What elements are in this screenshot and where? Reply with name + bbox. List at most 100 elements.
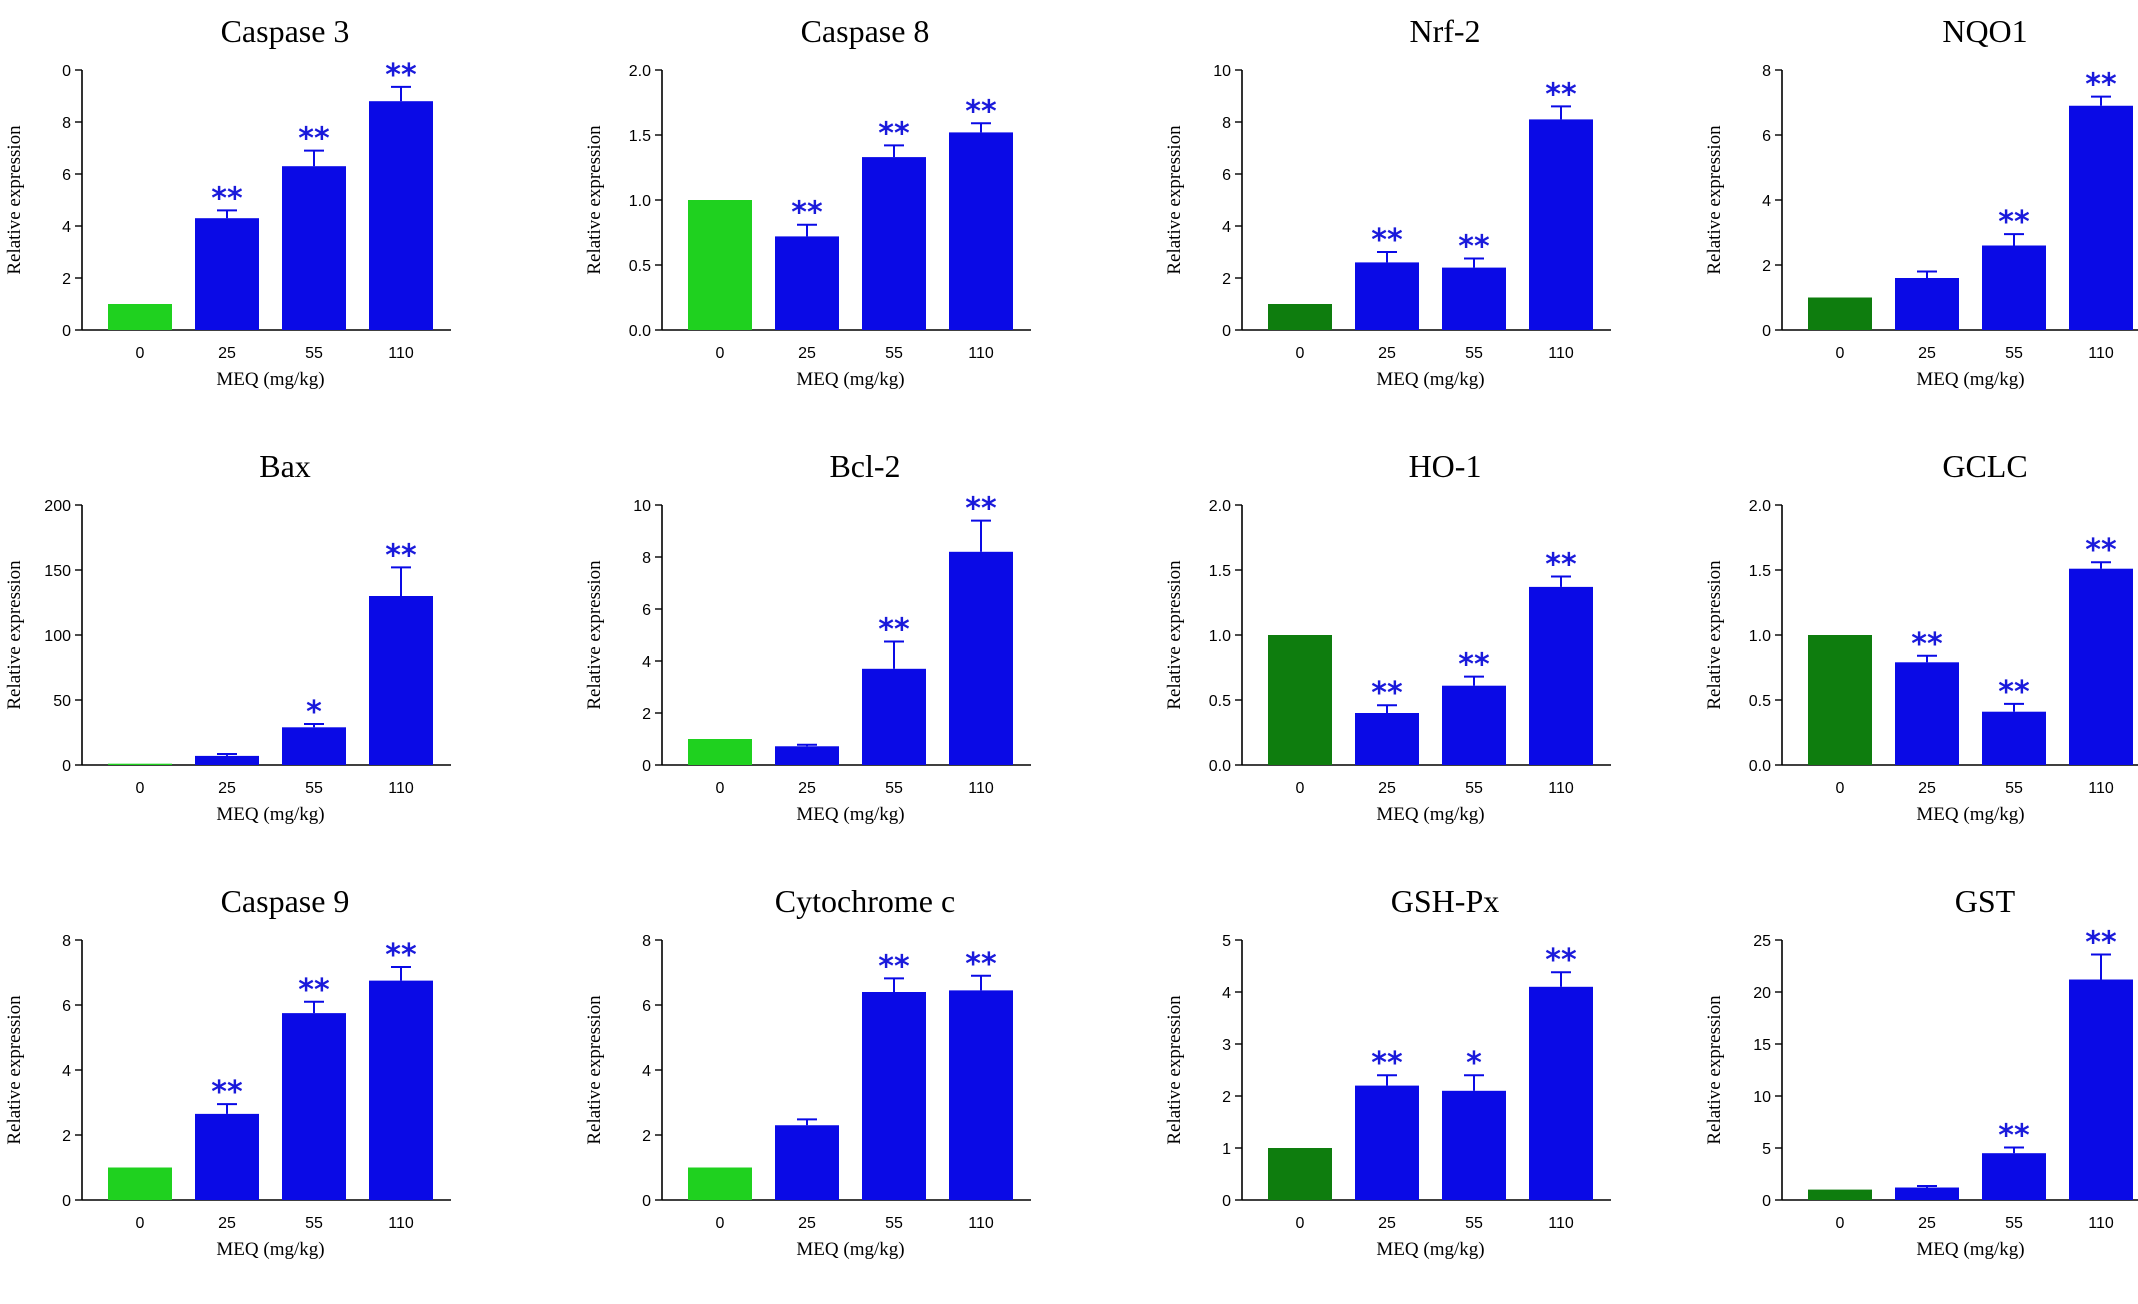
y-tick-label: 0.5	[1749, 693, 1771, 710]
y-axis-label: Relative expression	[584, 125, 605, 275]
y-tick-label: 2.0	[1209, 498, 1231, 515]
y-tick-label: 2.0	[1749, 498, 1771, 515]
significance-mark: **	[1998, 675, 2030, 710]
y-tick-label: 20	[1753, 985, 1771, 1002]
chart-svg: Bax 0 50 100 150 200 Relative expression 0 25 * 55…	[4, 448, 451, 825]
x-tick-label: 0	[1296, 345, 1305, 362]
bar-0	[1808, 635, 1872, 765]
x-tick-label: 25	[218, 780, 236, 797]
y-tick-label: 4	[62, 219, 71, 236]
bar-110	[2069, 568, 2133, 765]
chart-svg: HO-1 0.0 0.5 1.0 1.5 2.0 Relative expression 0 *…	[1164, 448, 1611, 825]
y-tick-label: 25	[1753, 933, 1771, 950]
y-tick-label: 2	[1222, 1089, 1231, 1106]
chart-panel-nrf-2: Nrf-2 0 2 4 6 8 10 Relative expression 0 ** 25 ** 55…	[1160, 0, 1690, 430]
x-tick-label: 55	[1465, 780, 1483, 797]
significance-mark: **	[1545, 548, 1577, 583]
y-tick-label: 0	[62, 323, 71, 340]
y-axis-label: Relative expression	[1704, 995, 1725, 1145]
y-tick-label: 1.5	[1209, 563, 1231, 580]
bar-0	[108, 304, 172, 330]
y-tick-label: 1.5	[1749, 563, 1771, 580]
x-tick-label: 0	[136, 345, 145, 362]
y-axis-label: Relative expression	[1164, 560, 1185, 710]
y-tick-label: 4	[642, 654, 651, 671]
x-tick-label: 110	[2088, 780, 2114, 797]
x-tick-label: 0	[716, 1215, 725, 1232]
y-tick-label: 5	[1762, 1141, 1771, 1158]
x-tick-label: 25	[1378, 345, 1396, 362]
y-tick-label: 4	[1222, 219, 1231, 236]
bar-0	[108, 1167, 172, 1200]
chart-svg: Caspase 8 0.0 0.5 1.0 1.5 2.0 Relative express…	[584, 13, 1031, 390]
significance-mark: **	[2085, 533, 2117, 568]
x-tick-label: 0	[716, 345, 725, 362]
y-tick-label: 8	[62, 115, 71, 132]
significance-mark: **	[1458, 648, 1490, 683]
significance-mark: **	[1545, 77, 1577, 112]
y-tick-label: 2	[62, 271, 71, 288]
bar-110	[949, 990, 1013, 1200]
chart-panel-nqo1: NQO1 0 2 4 6 8 Relative expression 0 25 ** 55 ** 110…	[1700, 0, 2138, 430]
chart-svg: Caspase 9 0 2 4 6 8 Relative expression 0 ** 25 **…	[4, 883, 451, 1260]
x-tick-label: 110	[2088, 345, 2114, 362]
bar-25	[1895, 662, 1959, 765]
bar-55	[282, 166, 346, 330]
significance-mark: **	[385, 538, 417, 573]
x-tick-label: 55	[2005, 345, 2023, 362]
y-tick-label: 1.5	[629, 128, 651, 145]
x-tick-label: 55	[885, 345, 903, 362]
chart-svg: Bcl-2 0 2 4 6 8 10 Relative expression 0 25 ** 55 **…	[584, 448, 1031, 825]
y-tick-label: 0.5	[1209, 693, 1231, 710]
y-tick-label: 2.0	[629, 63, 651, 80]
x-tick-label: 55	[1465, 1215, 1483, 1232]
y-tick-label: 1.0	[629, 193, 651, 210]
y-tick-label: 8	[1762, 63, 1771, 80]
y-tick-label: 0	[62, 758, 71, 775]
x-axis-label: MEQ (mg/kg)	[1916, 1239, 2024, 1260]
chart-title: Caspase 3	[221, 13, 350, 49]
x-axis-label: MEQ (mg/kg)	[1376, 804, 1484, 825]
significance-mark: **	[1911, 627, 1943, 662]
chart-panel-gclc: GCLC 0.0 0.5 1.0 1.5 2.0 Relative expression 0 *…	[1700, 435, 2138, 865]
bar-0	[688, 1167, 752, 1200]
x-axis-label: MEQ (mg/kg)	[1916, 804, 2024, 825]
x-tick-label: 0	[136, 780, 145, 797]
bar-0	[1808, 297, 1872, 330]
y-tick-label: 0.0	[1209, 758, 1231, 775]
significance-mark: **	[878, 116, 910, 151]
chart-title: Nrf-2	[1409, 13, 1480, 49]
bar-25	[195, 755, 259, 765]
x-tick-label: 0	[1296, 1215, 1305, 1232]
y-tick-label: 6	[642, 602, 651, 619]
bar-110	[949, 551, 1013, 765]
y-tick-label: 3	[1222, 1037, 1231, 1054]
significance-mark: **	[878, 613, 910, 648]
chart-panel-gsh-px: GSH-Px 0 1 2 3 4 5 Relative expression 0 ** 25 * 55 *…	[1160, 870, 1690, 1300]
significance-mark: **	[965, 94, 997, 129]
significance-mark: **	[1458, 230, 1490, 265]
bar-55	[862, 157, 926, 330]
y-tick-label: 2	[642, 706, 651, 723]
x-tick-label: 25	[798, 345, 816, 362]
significance-mark: **	[298, 973, 330, 1008]
bar-55	[282, 727, 346, 765]
y-tick-label: 10	[1753, 1089, 1771, 1106]
y-tick-label: 10	[1213, 63, 1231, 80]
bar-55	[1442, 267, 1506, 330]
chart-title: GST	[1955, 883, 2016, 919]
significance-mark: **	[1998, 1118, 2030, 1153]
chart-panel-bax: Bax 0 50 100 150 200 Relative expression 0 25 * 55…	[0, 435, 530, 865]
chart-svg: GST 0 5 10 15 20 25 Relative expression 0 25 ** 55 *…	[1704, 883, 2138, 1260]
y-tick-label: 0	[1762, 1193, 1771, 1210]
y-tick-label: 100	[44, 628, 71, 645]
chart-title: GCLC	[1942, 448, 2027, 484]
x-tick-label: 0	[716, 780, 725, 797]
x-tick-label: 110	[1548, 780, 1574, 797]
y-axis-label: Relative expression	[1704, 125, 1725, 275]
x-tick-label: 110	[2088, 1215, 2114, 1232]
x-tick-label: 0	[1836, 1215, 1845, 1232]
x-tick-label: 25	[1378, 1215, 1396, 1232]
significance-mark: **	[878, 949, 910, 984]
x-tick-label: 110	[968, 1215, 994, 1232]
